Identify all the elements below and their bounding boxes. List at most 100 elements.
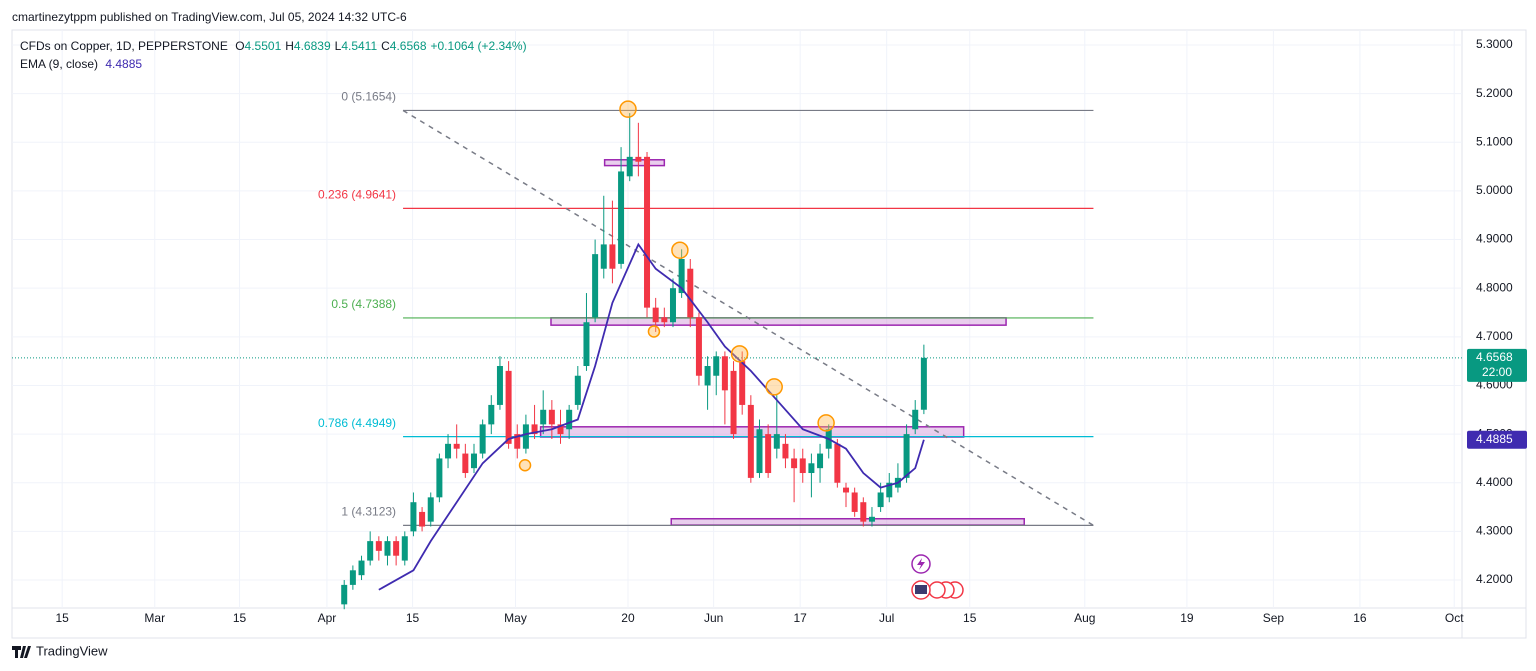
ema-value: 4.4885 xyxy=(105,57,143,71)
x-tick-label: Aug xyxy=(1074,611,1095,625)
candle-body xyxy=(574,375,581,405)
x-tick-label: 20 xyxy=(621,611,635,625)
y-tick-label: 4.3000 xyxy=(1476,524,1513,538)
price-badge xyxy=(1467,348,1527,382)
candle-body xyxy=(834,443,841,483)
candle-body xyxy=(566,409,573,430)
y-tick-label: 4.8000 xyxy=(1476,280,1513,294)
candle-body xyxy=(773,434,780,449)
fib-label: 0 (5.1654) xyxy=(341,90,396,104)
x-tick-label: Oct xyxy=(1445,611,1464,625)
ohlc-key: L xyxy=(334,39,342,53)
x-tick-label: Sep xyxy=(1263,611,1285,625)
fib-label: 0.786 (4.4949) xyxy=(318,416,396,430)
marker xyxy=(647,325,661,338)
y-tick-label: 4.2000 xyxy=(1476,572,1513,586)
marker xyxy=(518,458,532,472)
candle-body xyxy=(695,317,702,376)
ema-badge xyxy=(1467,430,1527,449)
chart-frame xyxy=(11,29,1527,639)
ohlc-value: 4.6568 xyxy=(389,39,427,53)
candle-body xyxy=(401,536,408,561)
candle-body xyxy=(860,502,867,522)
candle-body xyxy=(496,366,503,405)
change: +0.1064 (+2.34%) xyxy=(430,39,527,53)
candle-body xyxy=(557,424,564,435)
candle-body xyxy=(367,541,374,561)
y-tick-label: 4.4000 xyxy=(1476,475,1513,489)
x-tick-label: 15 xyxy=(55,611,69,625)
marker xyxy=(765,378,783,396)
marker xyxy=(619,100,637,118)
published-line: cmartinezytppm published on TradingView.… xyxy=(12,10,407,24)
candle-body xyxy=(912,409,919,430)
candle-body xyxy=(635,156,642,162)
candle-body xyxy=(868,516,875,522)
candle-body xyxy=(419,511,426,527)
candle-body xyxy=(791,458,798,469)
candle-body xyxy=(470,453,477,469)
x-tick-label: 15 xyxy=(963,611,977,625)
candle-body xyxy=(505,370,512,444)
ema-name: EMA (9, close) xyxy=(20,57,99,71)
y-tick-label: 5.1000 xyxy=(1476,134,1513,148)
x-tick-label: 17 xyxy=(793,611,807,625)
candle-body xyxy=(618,171,625,264)
y-tick-label: 5.0000 xyxy=(1476,183,1513,197)
candle-body xyxy=(410,502,417,532)
price-badge-label: 4.6568 xyxy=(1476,350,1513,364)
candle-body xyxy=(522,424,529,449)
y-tick-label: 5.3000 xyxy=(1476,37,1513,51)
candle-body xyxy=(600,244,607,269)
candle-body xyxy=(445,443,452,459)
candle-body xyxy=(427,497,434,522)
legend-line: CFDs on Copper, 1D, PEPPERSTONE O4.5501 H… xyxy=(20,39,531,53)
ohlc-value: 4.5501 xyxy=(244,39,282,53)
candle-body xyxy=(393,541,400,556)
zone xyxy=(670,517,1025,526)
candle-body xyxy=(730,370,737,435)
candle-body xyxy=(817,453,824,469)
icon xyxy=(928,581,946,599)
candle-body xyxy=(851,492,858,512)
candle-body xyxy=(678,259,685,294)
trend-line xyxy=(402,109,1094,527)
ohlc-value: 4.6839 xyxy=(293,39,331,53)
countdown: 22:00 xyxy=(1482,365,1512,379)
candle-body xyxy=(920,357,927,410)
footer-text: TradingView xyxy=(36,643,108,658)
candle-body xyxy=(341,584,348,605)
x-tick-label: Mar xyxy=(144,611,165,625)
candle-body xyxy=(583,322,590,367)
candle-body xyxy=(713,356,720,376)
fib-label: 1 (4.3123) xyxy=(341,505,396,519)
zone xyxy=(603,159,666,167)
candle-body xyxy=(462,453,469,474)
x-tick-label: 15 xyxy=(233,611,247,625)
candle-body xyxy=(644,156,651,308)
plot: 4.20004.30004.40004.50004.60004.70004.80… xyxy=(12,30,1513,625)
symbol: CFDs on Copper, 1D, PEPPERSTONE xyxy=(20,39,228,53)
x-tick-label: 19 xyxy=(1180,611,1194,625)
fib-label: 0.5 (4.7388) xyxy=(331,297,396,311)
event-icons xyxy=(911,554,964,600)
candle-body xyxy=(903,434,910,478)
candle-body xyxy=(877,492,884,508)
candle-body xyxy=(782,443,789,459)
candle-body xyxy=(453,443,460,449)
x-tick-label: 15 xyxy=(406,611,420,625)
candle-body xyxy=(799,458,806,474)
candle-body xyxy=(721,356,728,391)
candle-body xyxy=(808,463,815,474)
candle-body xyxy=(669,288,676,323)
x-tick-label: Apr xyxy=(318,611,337,625)
candle-body xyxy=(739,361,746,405)
ema-badge-label: 4.4885 xyxy=(1476,432,1513,446)
x-tick-label: May xyxy=(504,611,527,625)
candle-body xyxy=(704,366,711,386)
candle-body xyxy=(479,424,486,454)
candle-body xyxy=(756,429,763,474)
candle-body xyxy=(843,487,850,493)
icon xyxy=(917,558,925,570)
x-tick-label: Jul xyxy=(879,611,894,625)
